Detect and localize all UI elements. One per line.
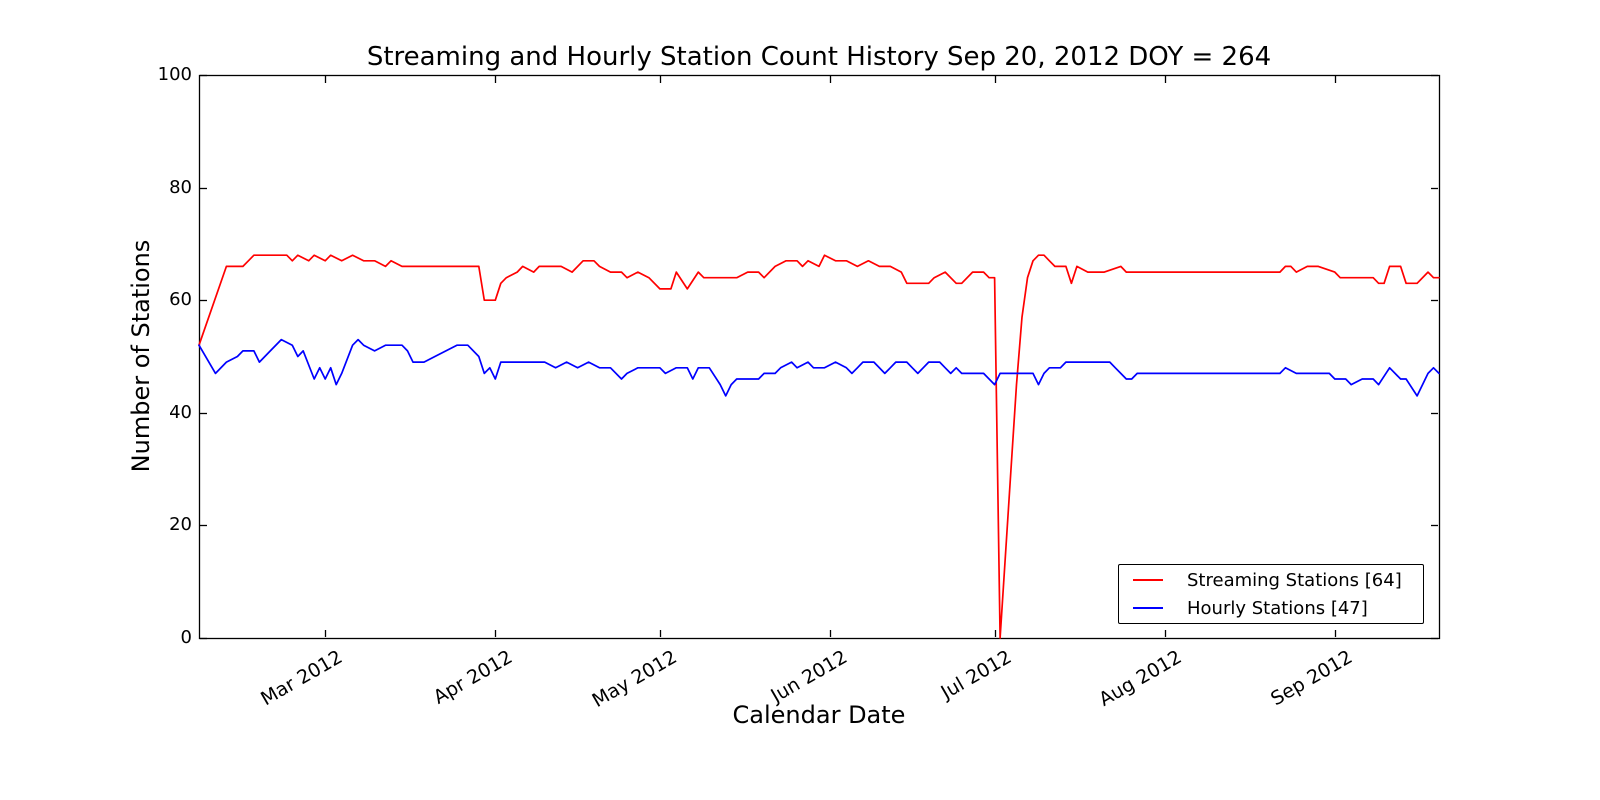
- x-axis-label: Calendar Date: [732, 701, 906, 729]
- axes-frame: [198, 74, 1441, 640]
- chart-title: Streaming and Hourly Station Count Histo…: [366, 42, 1272, 72]
- legend-line-hourly-icon: [1133, 607, 1163, 609]
- y-axis-label: Number of Stations: [127, 239, 155, 473]
- y-tick-label: 40: [169, 401, 192, 423]
- legend-label-hourly: Hourly Stations [47]: [1187, 597, 1368, 619]
- y-tick-label: 20: [169, 514, 192, 536]
- legend-entry-hourly: Hourly Stations [47]: [1119, 595, 1423, 621]
- streaming-stations-line: [198, 254, 1440, 639]
- y-tick-label: 80: [169, 176, 192, 198]
- hourly-stations-line: [198, 338, 1440, 397]
- y-tick-label: 0: [180, 627, 192, 648]
- legend-entry-streaming: Streaming Stations [64]: [1119, 567, 1423, 593]
- y-tick-label: 60: [169, 289, 192, 311]
- legend-line-streaming-icon: [1133, 579, 1163, 581]
- legend: Streaming Stations [64] Hourly Stations …: [1118, 564, 1424, 624]
- legend-label-streaming: Streaming Stations [64]: [1187, 569, 1402, 591]
- y-tick-label: 100: [157, 64, 192, 85]
